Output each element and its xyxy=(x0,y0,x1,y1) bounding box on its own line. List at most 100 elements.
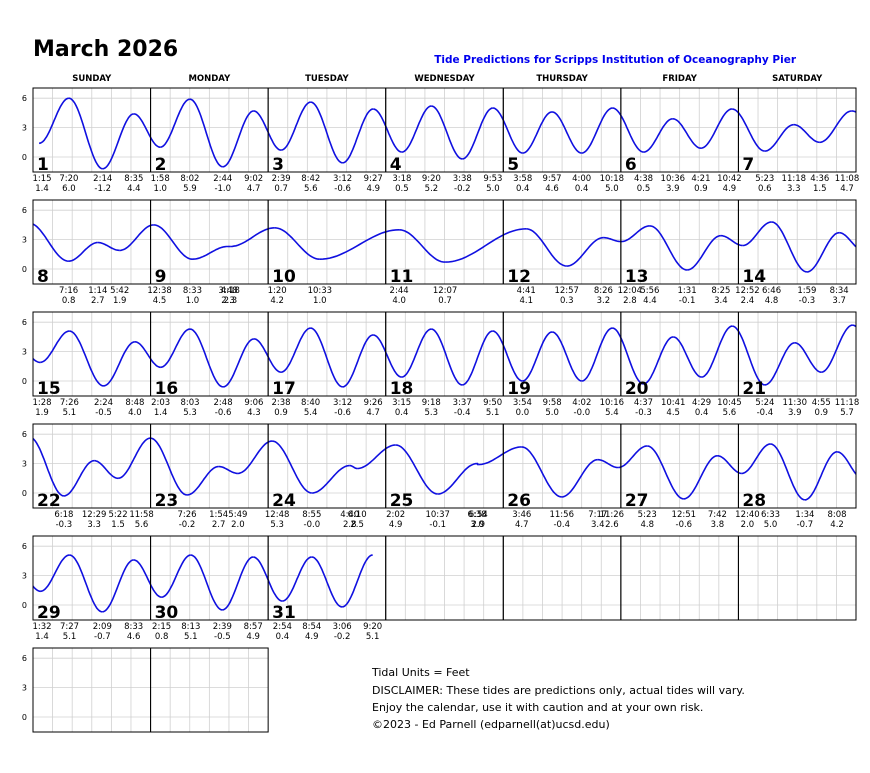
tide-curve xyxy=(134,341,161,369)
y-tick-label: 0 xyxy=(22,489,27,498)
tide-time: 6:10 xyxy=(348,510,367,520)
tide-height: 0.4 xyxy=(276,632,290,642)
tide-curve xyxy=(133,559,162,598)
tide-time: 8:34 xyxy=(830,286,849,296)
tide-time: 1:54 xyxy=(209,510,228,520)
tide-height: -0.0 xyxy=(574,408,591,418)
tide-height: 5.3 xyxy=(183,408,197,418)
tide-curve xyxy=(103,341,136,387)
tide-height: -0.5 xyxy=(95,408,112,418)
tide-time: 1:14 xyxy=(88,286,107,296)
day-number: 24 xyxy=(272,491,296,511)
tide-time: 8:35 xyxy=(124,174,143,184)
tide-height: 5.1 xyxy=(63,632,77,642)
tide-curve xyxy=(521,446,562,498)
tide-time: 11:30 xyxy=(783,398,808,408)
tide-curve xyxy=(161,554,191,598)
footer-line: DISCLAIMER: These tides are predictions … xyxy=(372,684,745,697)
tide-time: 11:58 xyxy=(129,510,154,520)
tide-time: 9:53 xyxy=(483,174,502,184)
tide-height: 4.4 xyxy=(127,184,141,194)
day-cell xyxy=(737,87,857,173)
tide-curve xyxy=(68,241,98,262)
tide-curve xyxy=(683,455,718,500)
title: March 2026 xyxy=(33,37,178,62)
tide-time: 6:54 xyxy=(469,510,488,520)
tide-height: 4.9 xyxy=(246,632,260,642)
day-number: 11 xyxy=(390,267,414,287)
tide-height: 5.3 xyxy=(270,520,284,530)
tide-curve xyxy=(836,451,856,476)
tide-time: 5:23 xyxy=(638,510,657,520)
tide-curve xyxy=(731,108,765,152)
day-number: 1 xyxy=(37,155,49,175)
tide-time: 3:54 xyxy=(513,398,532,408)
tide-curve xyxy=(804,451,838,501)
tide-time: 8:55 xyxy=(302,510,321,520)
tide-curve xyxy=(222,338,255,388)
tide-curve xyxy=(399,229,446,263)
tide-curve xyxy=(643,336,674,385)
day-number: 15 xyxy=(37,379,61,399)
tide-height: -0.2 xyxy=(179,520,196,530)
tide-curve xyxy=(342,108,374,164)
tide-time: 3:38 xyxy=(453,174,472,184)
tide-time: 2:48 xyxy=(214,398,233,408)
tide-height: 1.0 xyxy=(313,296,327,306)
tide-curve xyxy=(492,107,523,154)
tide-curve xyxy=(806,231,840,273)
tide-curve xyxy=(33,223,69,262)
tide-curve xyxy=(445,228,527,263)
tide-height: -0.3 xyxy=(56,520,73,530)
tide-time: 5:56 xyxy=(640,286,659,296)
tide-height: 5.1 xyxy=(486,408,500,418)
tide-time: 6:38 xyxy=(467,510,486,520)
tide-height: 4.5 xyxy=(153,296,167,306)
tide-height: 2.3 xyxy=(221,296,235,306)
tide-curve xyxy=(160,328,191,369)
day-number: 18 xyxy=(390,379,414,399)
tide-time: 9:26 xyxy=(364,398,383,408)
tide-height: 5.0 xyxy=(486,184,500,194)
tide-time: 6:18 xyxy=(54,510,73,520)
tide-curve xyxy=(401,328,432,378)
tide-height: 2.3 xyxy=(224,296,238,306)
tide-curve xyxy=(492,330,523,382)
tide-height: 0.4 xyxy=(516,184,530,194)
tide-height: 3.0 xyxy=(470,520,484,530)
tide-height: 5.4 xyxy=(605,408,619,418)
tide-height: -1.2 xyxy=(94,184,111,194)
tide-height: 3.4 xyxy=(714,296,728,306)
tide-time: 8:42 xyxy=(301,174,320,184)
tide-time: 10:16 xyxy=(600,398,625,408)
tide-curve xyxy=(431,105,463,160)
tide-height: 3.3 xyxy=(87,520,101,530)
tide-curve xyxy=(218,465,238,475)
tide-time: 1:15 xyxy=(32,174,51,184)
tide-height: 3.9 xyxy=(666,184,680,194)
tide-curve xyxy=(319,229,400,260)
tide-curve xyxy=(852,324,856,328)
tide-curve xyxy=(373,108,403,153)
tide-curve xyxy=(612,327,644,385)
tide-curve xyxy=(102,559,134,613)
tide-curve xyxy=(771,221,808,273)
tide-time: 2:09 xyxy=(93,622,112,632)
tide-time: 12:07 xyxy=(433,286,458,296)
tide-height: 4.5 xyxy=(666,408,680,418)
tide-time: 12:48 xyxy=(265,510,290,520)
tide-curve xyxy=(94,459,119,480)
day-cell xyxy=(737,199,857,285)
tide-height: 1.9 xyxy=(113,296,127,306)
tide-time: 3:37 xyxy=(453,398,472,408)
tide-time: 1:20 xyxy=(268,286,287,296)
tide-time: 4:40 xyxy=(340,510,359,520)
tide-time: 12:40 xyxy=(735,510,760,520)
footer-line: Tidal Units = Feet xyxy=(371,666,470,679)
tide-curve xyxy=(764,342,795,386)
tide-curve xyxy=(230,227,275,248)
day-number: 4 xyxy=(390,155,402,175)
tide-curve xyxy=(69,330,104,387)
tide-time: 4:21 xyxy=(691,174,710,184)
tide-time: 3:18 xyxy=(392,174,411,184)
